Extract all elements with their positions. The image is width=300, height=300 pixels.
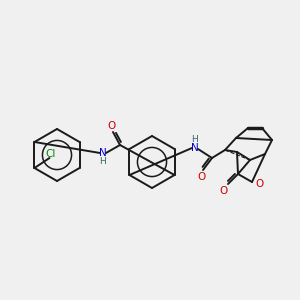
Text: N: N	[99, 148, 107, 158]
Text: N: N	[191, 143, 199, 153]
Text: O: O	[255, 179, 263, 189]
Text: H: H	[100, 158, 106, 166]
Text: Cl: Cl	[45, 149, 56, 159]
Text: H: H	[192, 134, 198, 143]
Text: O: O	[107, 121, 115, 131]
Text: O: O	[220, 186, 228, 196]
Text: O: O	[197, 172, 205, 182]
